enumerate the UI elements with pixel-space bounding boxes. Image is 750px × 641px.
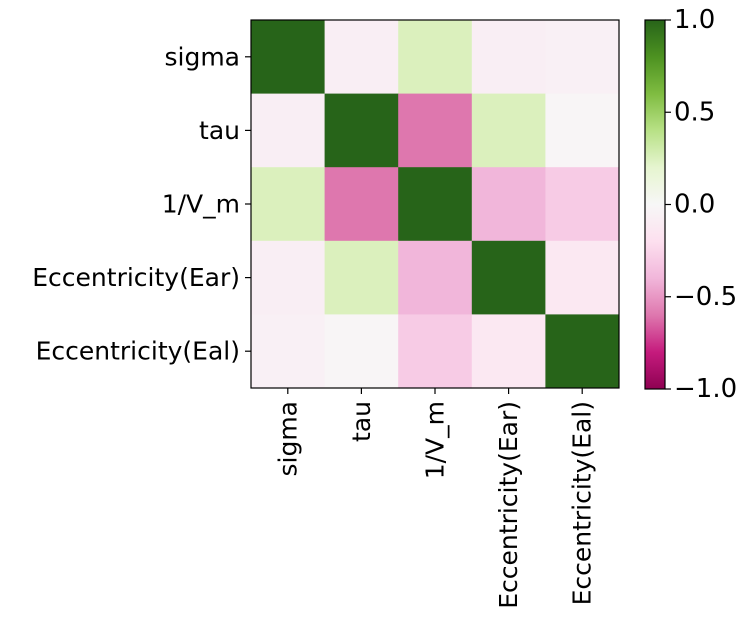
heatmap-cells (251, 20, 620, 389)
column-tick-labels: sigma tau 1/V_m Eccentricity(Ear) Eccentrici… (273, 388, 597, 609)
heatmap-cell-3-0 (251, 240, 326, 315)
heatmap-cell-1-0 (251, 93, 326, 168)
colorbar: 1.0 0.5 0.0 −0.5 −1.0 (644, 5, 737, 404)
row-label: Eccentricity(Ear) (32, 263, 240, 292)
colorbar-gradient (644, 19, 666, 390)
heatmap-cell-1-4 (545, 93, 620, 168)
colorbar-tick-label: −0.5 (674, 282, 737, 312)
heatmap-cell-4-0 (251, 314, 326, 389)
heatmap-cell-4-3 (471, 314, 546, 389)
column-label: Eccentricity(Ear) (494, 401, 523, 609)
colorbar-tick-label: 0.5 (674, 97, 715, 127)
heatmap-cell-3-1 (324, 240, 399, 315)
row-tick-labels: sigma tau 1/V_m Eccentricity(Ear) Eccentrici… (32, 42, 251, 366)
row-label: sigma (164, 42, 240, 71)
heatmap-cell-2-3 (471, 167, 546, 242)
heatmap-cell-0-0 (251, 20, 326, 95)
heatmap-cell-2-4 (545, 167, 620, 242)
heatmap-cell-3-3 (471, 240, 546, 315)
row-label: Eccentricity(Eal) (36, 337, 240, 366)
column-label: sigma (273, 401, 302, 477)
heatmap-cell-3-2 (398, 240, 473, 315)
heatmap-cell-3-4 (545, 240, 620, 315)
heatmap-cell-4-2 (398, 314, 473, 389)
colorbar-tick-label: −1.0 (674, 374, 737, 404)
heatmap-cell-4-1 (324, 314, 399, 389)
heatmap-cell-0-4 (545, 20, 620, 95)
heatmap-cell-0-2 (398, 20, 473, 95)
row-label: tau (199, 116, 240, 145)
heatmap-cell-2-2 (398, 167, 473, 242)
heatmap-cell-1-1 (324, 93, 399, 168)
column-label: 1/V_m (421, 401, 450, 479)
column-label: Eccentricity(Eal) (568, 401, 597, 605)
heatmap-cell-1-2 (398, 93, 473, 168)
heatmap-cell-0-1 (324, 20, 399, 95)
heatmap-cell-2-1 (324, 167, 399, 242)
heatmap-cell-0-3 (471, 20, 546, 95)
row-label: 1/V_m (162, 190, 240, 219)
heatmap-cell-1-3 (471, 93, 546, 168)
heatmap-cell-4-4 (545, 314, 620, 389)
colorbar-tick-label: 1.0 (674, 5, 715, 35)
colorbar-ticks: 1.0 0.5 0.0 −0.5 −1.0 (665, 5, 737, 404)
colorbar-tick-label: 0.0 (674, 190, 715, 220)
heatmap-cell-2-0 (251, 167, 326, 242)
column-label: tau (347, 401, 376, 442)
